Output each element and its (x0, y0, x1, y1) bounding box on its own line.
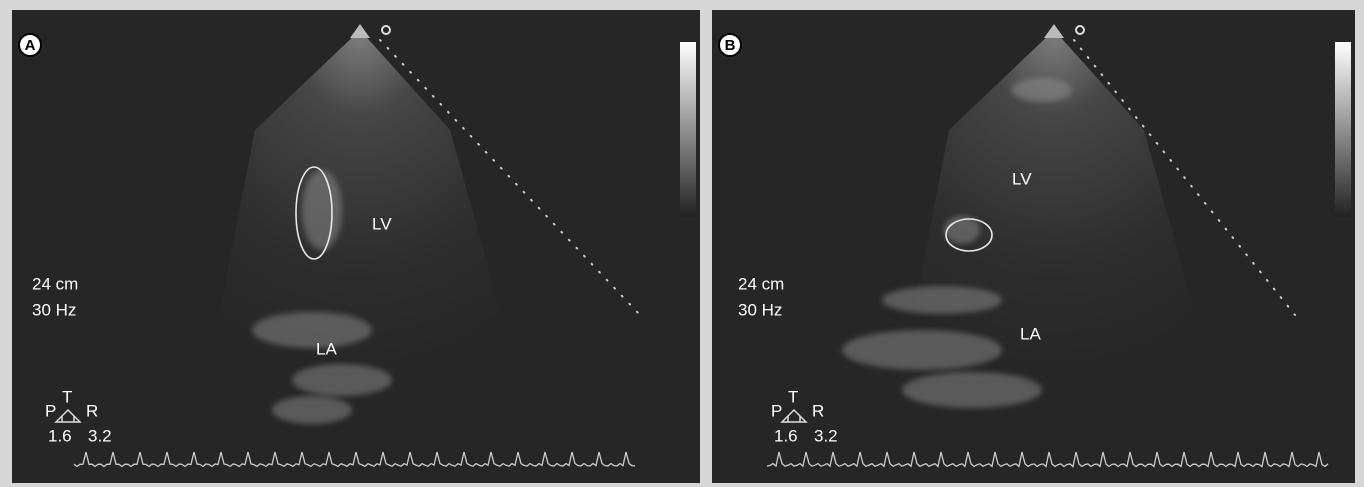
echo-region (292, 364, 392, 396)
echo-region (272, 396, 352, 424)
orientation-t: T (62, 387, 72, 406)
frame-rate-label: 30 Hz (32, 300, 76, 319)
orientation-t: T (788, 387, 798, 406)
echo-region (1012, 78, 1072, 102)
orientation-left: 1.6 (48, 426, 72, 445)
orientation-left: 1.6 (774, 426, 798, 445)
la-label: LA (1020, 324, 1041, 343)
lv-label: LV (1012, 169, 1032, 188)
panel-label: A (25, 37, 36, 54)
grayscale-bar (1335, 42, 1351, 217)
depth-label: 24 cm (738, 274, 784, 293)
page: ALVLA24 cm30 HzPTR1.63.2BLVLA24 cm30 HzP… (0, 0, 1364, 487)
panel: B LV LA 24 cm 30 Hz PTR 1.6 3.2 (712, 10, 1355, 483)
panel-label: B (725, 37, 736, 54)
orientation-r: R (812, 401, 824, 420)
panel: A LV LA 24 cm 30 Hz PTR 1.6 3.2 (12, 10, 700, 483)
echo-region (842, 330, 1002, 370)
orientation-p: P (771, 401, 782, 420)
echo-region (252, 312, 372, 348)
orientation-right: 3.2 (814, 426, 838, 445)
echo-region (302, 170, 342, 250)
depth-label: 24 cm (32, 274, 78, 293)
orientation-p: P (45, 401, 56, 420)
la-label: LA (316, 339, 337, 358)
orientation-r: R (86, 401, 98, 420)
echo-region (902, 372, 1042, 408)
grayscale-bar (680, 42, 696, 217)
echo-region (882, 286, 1002, 314)
orientation-right: 3.2 (88, 426, 112, 445)
lv-label: LV (372, 214, 392, 233)
figure: ALVLA24 cm30 HzPTR1.63.2BLVLA24 cm30 HzP… (0, 0, 1364, 487)
frame-rate-label: 30 Hz (738, 300, 782, 319)
